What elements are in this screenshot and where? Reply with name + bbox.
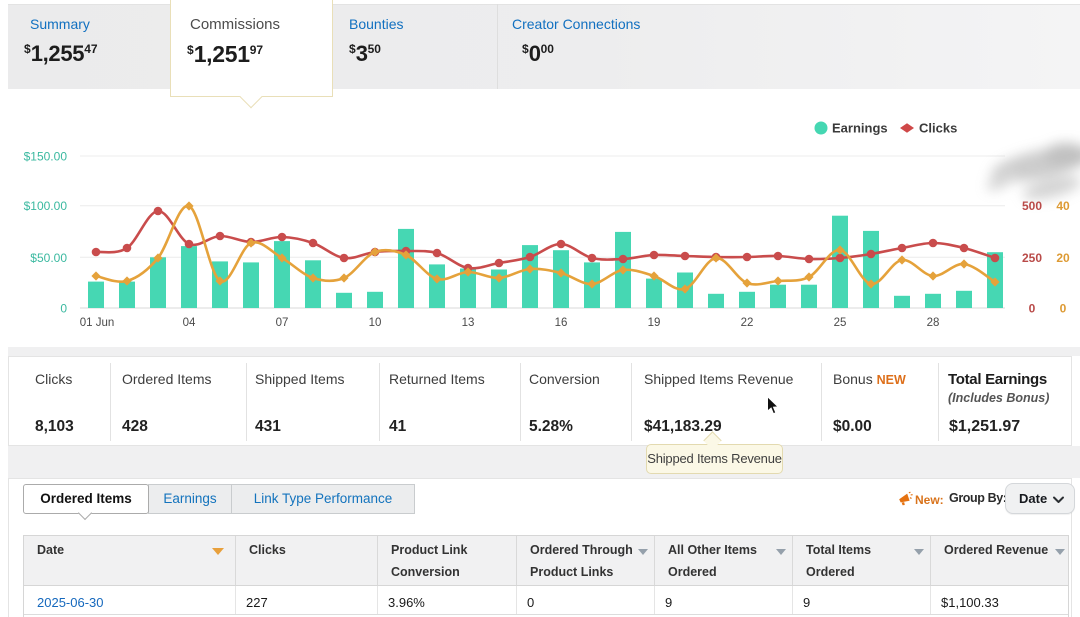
svg-text:20: 20 bbox=[1056, 251, 1070, 265]
svg-text:500: 500 bbox=[1022, 199, 1042, 213]
svg-text:10: 10 bbox=[369, 317, 382, 329]
svg-text:0: 0 bbox=[60, 302, 67, 316]
svg-text:Earnings: Earnings bbox=[832, 121, 888, 136]
svg-text:40: 40 bbox=[1056, 199, 1070, 213]
svg-text:07: 07 bbox=[276, 317, 289, 329]
svg-text:0: 0 bbox=[1029, 302, 1036, 316]
svg-text:0: 0 bbox=[1060, 302, 1067, 316]
svg-text:19: 19 bbox=[648, 317, 661, 329]
svg-text:01 Jun: 01 Jun bbox=[80, 317, 115, 329]
svg-text:28: 28 bbox=[927, 317, 940, 329]
svg-text:$100.00: $100.00 bbox=[24, 199, 68, 213]
svg-text:25: 25 bbox=[834, 317, 847, 329]
svg-text:13: 13 bbox=[462, 317, 475, 329]
svg-text:Clicks: Clicks bbox=[919, 121, 957, 136]
svg-text:$150.00: $150.00 bbox=[24, 150, 68, 164]
svg-text:250: 250 bbox=[1022, 251, 1042, 265]
svg-text:16: 16 bbox=[555, 317, 568, 329]
svg-text:04: 04 bbox=[183, 317, 196, 329]
svg-text:$50.00: $50.00 bbox=[30, 251, 67, 265]
svg-text:22: 22 bbox=[741, 317, 754, 329]
